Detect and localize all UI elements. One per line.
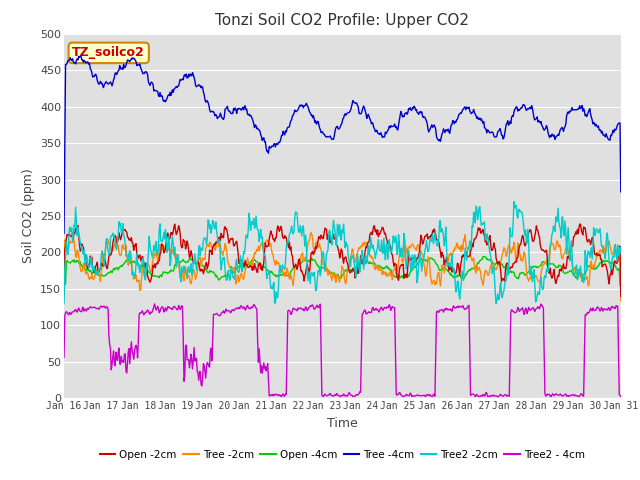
Y-axis label: Soil CO2 (ppm): Soil CO2 (ppm) (22, 168, 35, 264)
Text: TZ_soilco2: TZ_soilco2 (72, 47, 145, 60)
Title: Tonzi Soil CO2 Profile: Upper CO2: Tonzi Soil CO2 Profile: Upper CO2 (216, 13, 469, 28)
X-axis label: Time: Time (327, 417, 358, 430)
Legend: Open -2cm, Tree -2cm, Open -4cm, Tree -4cm, Tree2 -2cm, Tree2 - 4cm: Open -2cm, Tree -2cm, Open -4cm, Tree -4… (95, 445, 589, 464)
